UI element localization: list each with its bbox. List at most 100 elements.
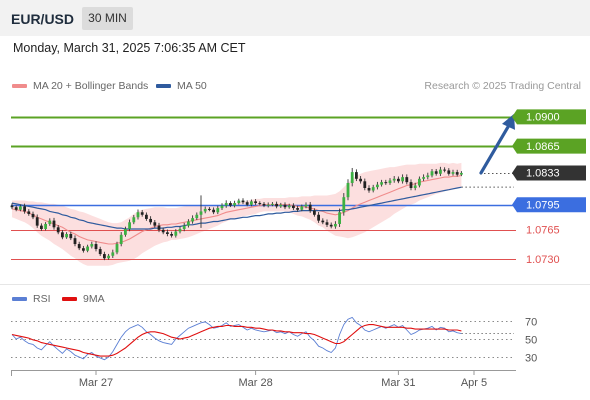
candle-body — [376, 184, 379, 188]
candle-body — [447, 170, 451, 174]
candle — [317, 212, 320, 223]
candle-body — [107, 255, 110, 259]
level-label-box — [512, 165, 586, 181]
candle — [65, 232, 68, 239]
x-tick-label: Mar 31 — [381, 377, 415, 389]
candle-body — [82, 248, 85, 251]
candle — [56, 225, 60, 235]
candle-body — [321, 220, 325, 223]
candle-body — [292, 205, 295, 209]
candle — [355, 169, 358, 182]
candle-body — [229, 203, 232, 206]
candle-body — [115, 244, 119, 253]
candle-body — [157, 225, 161, 230]
candle-body — [355, 172, 358, 179]
symbol-label: EUR/USD — [11, 11, 75, 27]
candle — [31, 211, 35, 220]
candle-body — [187, 221, 190, 226]
candle-body — [48, 220, 52, 224]
candlesticks — [10, 166, 463, 261]
candle — [166, 229, 169, 237]
candle — [418, 176, 421, 188]
candle-body — [161, 229, 165, 233]
candle-body — [77, 244, 81, 249]
candle — [73, 235, 77, 247]
candle — [388, 178, 392, 185]
candle — [111, 249, 115, 259]
legend-bollinger: MA 20 + Bollinger Bands — [12, 80, 148, 92]
candle — [426, 172, 430, 180]
candle — [439, 166, 442, 177]
candle — [447, 168, 451, 176]
candle — [61, 230, 64, 240]
level-label-1.0795: 1.0795 — [512, 197, 586, 213]
candle-body — [363, 181, 367, 188]
candle — [279, 202, 283, 208]
candle — [329, 222, 333, 229]
candle — [86, 244, 89, 253]
candle-body — [418, 178, 421, 186]
candle-body — [304, 204, 308, 207]
candle — [321, 218, 325, 225]
candle-body — [65, 234, 68, 238]
rsi-tick-label: 50 — [525, 335, 537, 347]
candle-body — [61, 232, 64, 238]
arrow-shaft — [479, 125, 510, 175]
candle — [40, 223, 43, 231]
candle — [350, 167, 354, 187]
candle-body — [380, 182, 383, 185]
candle-body — [359, 178, 362, 182]
arrow-head — [502, 113, 515, 130]
candle — [275, 201, 278, 209]
candle-body — [397, 178, 400, 182]
candle — [187, 219, 190, 228]
level-label-text: 1.0730 — [526, 254, 560, 266]
level-label-box — [512, 138, 586, 154]
candle — [363, 178, 367, 191]
rsi-series-RSI — [11, 316, 462, 361]
credit-text: Research © 2025 Trading Central — [424, 80, 581, 92]
candle-body — [338, 212, 341, 224]
candle — [119, 232, 123, 247]
candle — [23, 203, 26, 214]
candle-body — [56, 227, 60, 233]
candle — [90, 241, 94, 249]
level-label-box — [512, 197, 586, 213]
candle-body — [392, 178, 396, 181]
candle — [401, 174, 404, 184]
candle — [145, 212, 148, 221]
candle-body — [208, 208, 211, 210]
candle-body — [233, 203, 236, 206]
candle — [304, 202, 308, 209]
candle-body — [296, 208, 299, 210]
candle-body — [405, 177, 409, 183]
x-axis: Mar 27 Mar 28 Mar 31 Apr 5 — [11, 370, 516, 389]
candle — [296, 205, 299, 212]
candle-body — [94, 244, 98, 250]
candle — [292, 203, 295, 210]
candle — [367, 185, 371, 193]
candle-body — [308, 204, 312, 211]
candle-body — [237, 200, 241, 204]
candle — [69, 231, 73, 241]
candle — [392, 176, 396, 183]
candle-body — [132, 217, 136, 223]
timeframe-badge[interactable]: 30 MIN — [82, 7, 133, 30]
candle-body — [170, 234, 173, 236]
candle — [371, 184, 375, 193]
candle — [174, 229, 178, 238]
candle-body — [224, 203, 228, 206]
candle-body — [90, 244, 94, 247]
candle — [140, 209, 144, 217]
candle — [35, 214, 39, 228]
candle — [233, 200, 236, 208]
candle — [342, 193, 346, 216]
candle — [287, 203, 291, 209]
candle-body — [451, 172, 455, 174]
candle-body — [191, 218, 194, 222]
level-label-text: 1.0865 — [526, 141, 560, 153]
candle-body — [342, 197, 346, 213]
candle-body — [439, 169, 442, 174]
level-label-1.0833: 1.0833 — [512, 165, 586, 181]
candle — [149, 216, 152, 225]
